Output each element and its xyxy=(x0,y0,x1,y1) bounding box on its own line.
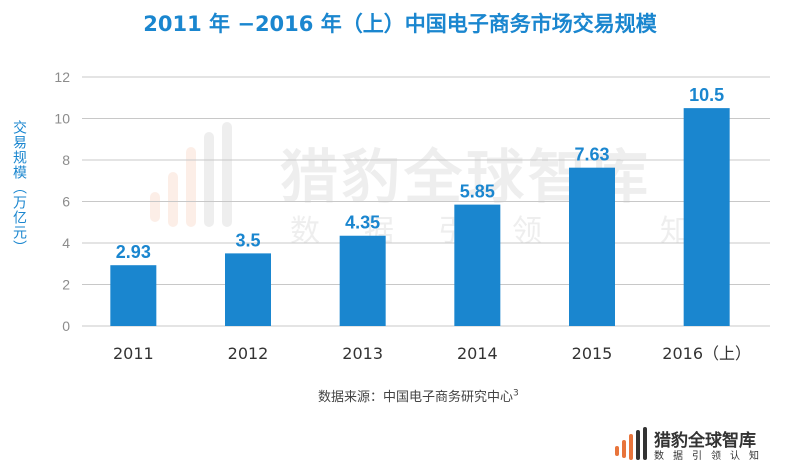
brand-logo: 猎豹全球智库 数据引领认知 xyxy=(614,424,794,464)
bar xyxy=(454,204,501,326)
y-tick-label: 12 xyxy=(54,69,70,85)
y-tick-label: 10 xyxy=(54,111,70,127)
brand-slogan: 数据引领认知 xyxy=(654,451,768,462)
data-label: 3.5 xyxy=(235,230,260,250)
data-source: 数据来源：中国电子商务研究中心3 xyxy=(318,386,519,405)
bar xyxy=(110,265,157,326)
data-source-text: 数据来源：中国电子商务研究中心 xyxy=(318,390,514,405)
bar xyxy=(225,253,271,326)
x-tick-label: 2016（上） xyxy=(662,344,751,363)
data-label: 4.35 xyxy=(345,213,380,233)
x-tick-label: 2014 xyxy=(457,344,498,363)
y-tick-label: 6 xyxy=(62,194,70,210)
bar xyxy=(569,167,615,326)
cheetah-bars-icon xyxy=(615,427,647,460)
x-tick-label: 2012 xyxy=(228,344,269,363)
y-tick-label: 4 xyxy=(62,235,70,251)
brand-name: 猎豹全球智库 xyxy=(654,431,756,451)
data-label: 5.85 xyxy=(460,182,495,202)
data-source-note: 3 xyxy=(513,388,519,399)
y-tick-label: 2 xyxy=(62,277,70,293)
bar xyxy=(683,108,730,326)
x-tick-label: 2013 xyxy=(342,344,383,363)
y-tick-label: 8 xyxy=(62,152,70,168)
data-label: 2.93 xyxy=(116,242,151,262)
y-axis-label: 交易规模（万亿元） xyxy=(11,120,27,255)
bar xyxy=(339,235,386,326)
data-label: 7.63 xyxy=(574,145,609,165)
x-tick-label: 2011 xyxy=(113,344,154,363)
y-tick-label: 0 xyxy=(62,318,70,334)
data-label: 10.5 xyxy=(689,85,724,105)
x-tick-label: 2015 xyxy=(572,344,613,363)
chart-title: 2011 年 −2016 年（上）中国电子商务市场交易规模 xyxy=(143,12,657,36)
